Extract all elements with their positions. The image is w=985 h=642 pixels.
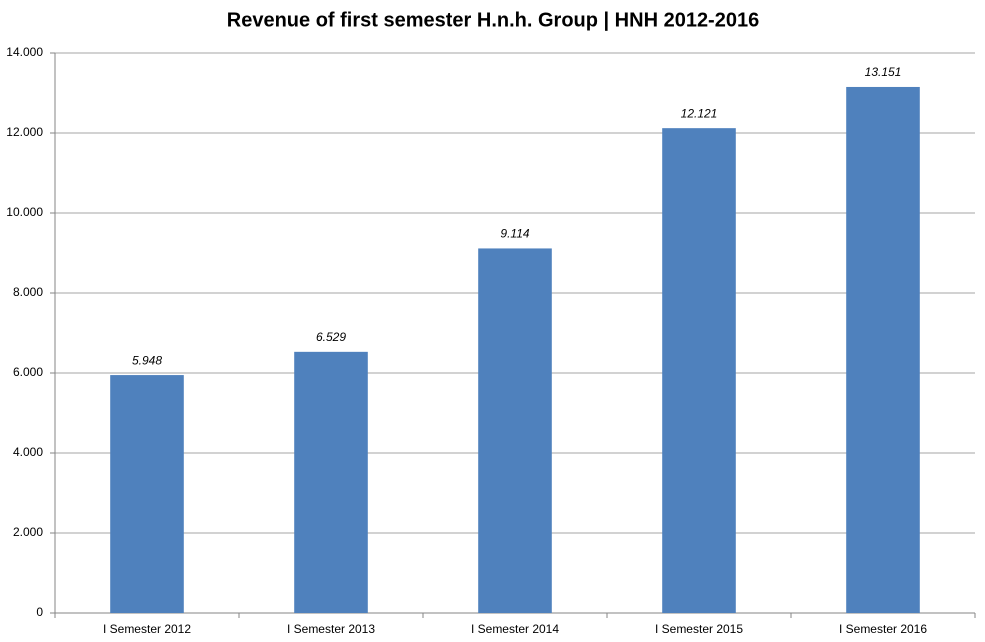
data-label: 9.114 — [500, 227, 529, 241]
y-tick-label: 12.000 — [6, 125, 43, 139]
bar — [662, 128, 736, 613]
bar — [478, 248, 552, 613]
y-tick-label: 14.000 — [6, 45, 43, 59]
x-tick-label: I Semester 2012 — [103, 622, 191, 636]
chart-title: Revenue of first semester H.n.h. Group |… — [227, 9, 759, 31]
bar — [294, 351, 368, 613]
data-label: 5.948 — [132, 353, 162, 367]
data-label: 6.529 — [316, 330, 346, 344]
y-tick-label: 4.000 — [13, 445, 43, 459]
x-tick-label: I Semester 2016 — [839, 622, 927, 636]
x-tick-label: I Semester 2015 — [655, 622, 743, 636]
y-tick-label: 8.000 — [13, 285, 43, 299]
y-tick-label: 2.000 — [13, 525, 43, 539]
y-tick-label: 10.000 — [6, 205, 43, 219]
x-tick-label: I Semester 2013 — [287, 622, 375, 636]
data-label: 12.121 — [681, 106, 718, 120]
bar — [846, 86, 920, 613]
y-tick-label: 0 — [36, 605, 43, 619]
data-label: 13.151 — [865, 65, 902, 79]
x-tick-label: I Semester 2014 — [471, 622, 559, 636]
y-tick-label: 6.000 — [13, 365, 43, 379]
bar — [110, 375, 184, 613]
